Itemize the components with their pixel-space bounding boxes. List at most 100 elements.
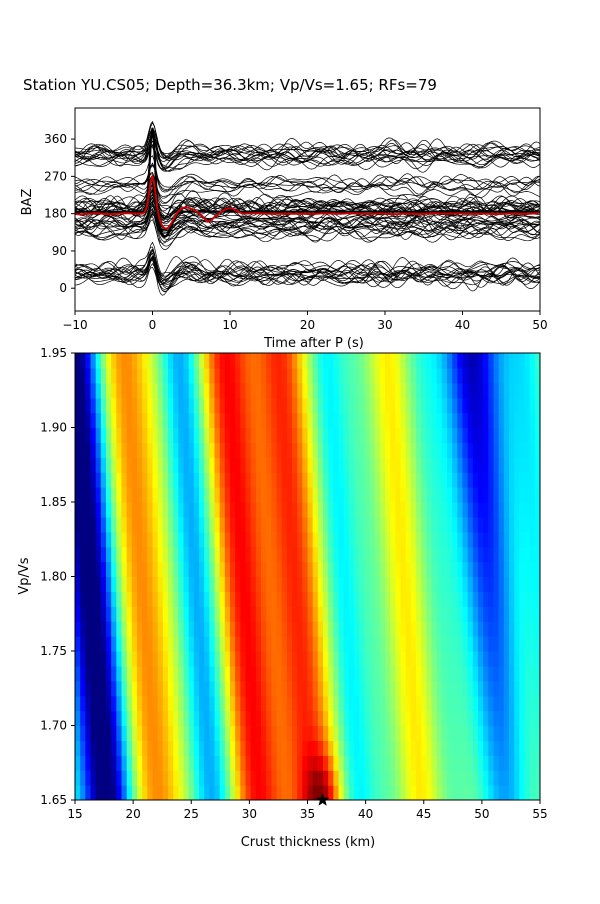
- hk-panel: 15 20 25 30 35 40 45 50 55 1.651.701.751.801.851…: [17, 346, 548, 850]
- heatmap-cell: [183, 382, 190, 399]
- heatmap-cell: [281, 516, 288, 533]
- heatmap-cell: [235, 710, 241, 727]
- heatmap-cell: [343, 367, 350, 384]
- heatmap-cell: [338, 427, 345, 443]
- heatmap-cell: [483, 636, 489, 652]
- heatmap-cell: [395, 382, 402, 399]
- heatmap-cell: [472, 382, 479, 399]
- heatmap-cell: [281, 740, 288, 756]
- heatmap-cell: [230, 725, 236, 741]
- heatmap-cell: [95, 412, 102, 429]
- heatmap-cell: [240, 785, 247, 800]
- heatmap-cell: [421, 382, 427, 399]
- heatmap-cell: [328, 576, 334, 592]
- heatmap-cell: [142, 457, 148, 473]
- heatmap-cell: [374, 651, 381, 667]
- heatmap-cell: [421, 546, 427, 563]
- heatmap-cell: [343, 561, 350, 578]
- heatmap-cell: [328, 695, 334, 712]
- heatmap-cell: [137, 516, 143, 533]
- heatmap-cell: [410, 770, 417, 786]
- heatmap-cell: [168, 576, 174, 592]
- heatmap-cell: [261, 412, 267, 429]
- heatmap-cell: [524, 412, 531, 429]
- heatmap-cell: [131, 412, 138, 429]
- heatmap-cell: [188, 367, 195, 384]
- heatmap-cell: [111, 710, 117, 727]
- heatmap-cell: [328, 636, 334, 652]
- heatmap-cell: [519, 770, 526, 786]
- heatmap-cell: [261, 516, 267, 533]
- heatmap-cell: [214, 487, 221, 503]
- heatmap-cell: [405, 770, 412, 786]
- heatmap-cell: [183, 457, 190, 473]
- heatmap-cell: [292, 487, 298, 503]
- heatmap-cell: [317, 695, 324, 712]
- heatmap-cell: [467, 382, 474, 399]
- heatmap-cell: [281, 367, 288, 384]
- heatmap-cell: [266, 487, 272, 503]
- heatmap-cell: [75, 487, 81, 503]
- heatmap-cell: [457, 725, 464, 741]
- hk-x-tick-label: 15: [67, 807, 82, 821]
- heatmap-cell: [478, 606, 484, 622]
- hk-y-tick-label: 1.80: [40, 570, 67, 584]
- heatmap-cell: [152, 412, 159, 429]
- heatmap-cell: [121, 651, 128, 667]
- heatmap-cell: [317, 531, 324, 548]
- heatmap-cell: [447, 367, 453, 384]
- heatmap-cell: [328, 397, 334, 414]
- heatmap-cell: [493, 561, 500, 578]
- heatmap-cell: [524, 457, 531, 473]
- heatmap-cell: [514, 665, 520, 682]
- heatmap-cell: [199, 785, 205, 800]
- heatmap-cell: [121, 546, 128, 563]
- heatmap-cell: [405, 755, 412, 771]
- heatmap-cell: [462, 695, 469, 712]
- heatmap-cell: [100, 516, 107, 533]
- heatmap-cell: [100, 591, 107, 607]
- heatmap-cell: [281, 531, 288, 548]
- heatmap-cell: [354, 621, 360, 637]
- heatmap-cell: [472, 725, 479, 741]
- heatmap-cell: [266, 502, 272, 518]
- heatmap-cell: [168, 516, 174, 533]
- heatmap-cell: [131, 546, 138, 563]
- heatmap-cell: [271, 770, 278, 786]
- heatmap-cell: [405, 621, 412, 637]
- heatmap-cell: [178, 427, 185, 443]
- heatmap-cell: [503, 785, 510, 800]
- heatmap-cell: [333, 442, 340, 458]
- heatmap-cell: [80, 367, 86, 384]
- heatmap-cell: [431, 621, 438, 637]
- heatmap-cell: [142, 755, 148, 771]
- heatmap-cell: [343, 516, 350, 533]
- heatmap-cell: [343, 487, 350, 503]
- heatmap-cell: [509, 457, 515, 473]
- heatmap-cell: [421, 353, 427, 369]
- heatmap-cell: [416, 382, 422, 399]
- heatmap-cell: [395, 427, 402, 443]
- heatmap-cell: [266, 725, 272, 741]
- heatmap-cell: [162, 531, 169, 548]
- heatmap-cell: [90, 740, 97, 756]
- heatmap-cell: [333, 546, 340, 563]
- heatmap-cell: [188, 516, 195, 533]
- heatmap-cell: [447, 561, 453, 578]
- heatmap-cell: [529, 665, 536, 682]
- heatmap-cell: [524, 561, 531, 578]
- heatmap-cell: [302, 353, 309, 369]
- heatmap-cell: [509, 442, 515, 458]
- heatmap-cell: [436, 740, 443, 756]
- heatmap-cell: [95, 636, 102, 652]
- heatmap-cell: [348, 665, 355, 682]
- heatmap-cell: [534, 725, 540, 741]
- heatmap-cell: [116, 531, 123, 548]
- heatmap-cell: [452, 785, 458, 800]
- heatmap-cell: [297, 561, 303, 578]
- heatmap-cell: [379, 546, 386, 563]
- heatmap-cell: [338, 442, 345, 458]
- heatmap-cell: [343, 531, 350, 548]
- heatmap-cell: [405, 516, 412, 533]
- heatmap-cell: [498, 725, 505, 741]
